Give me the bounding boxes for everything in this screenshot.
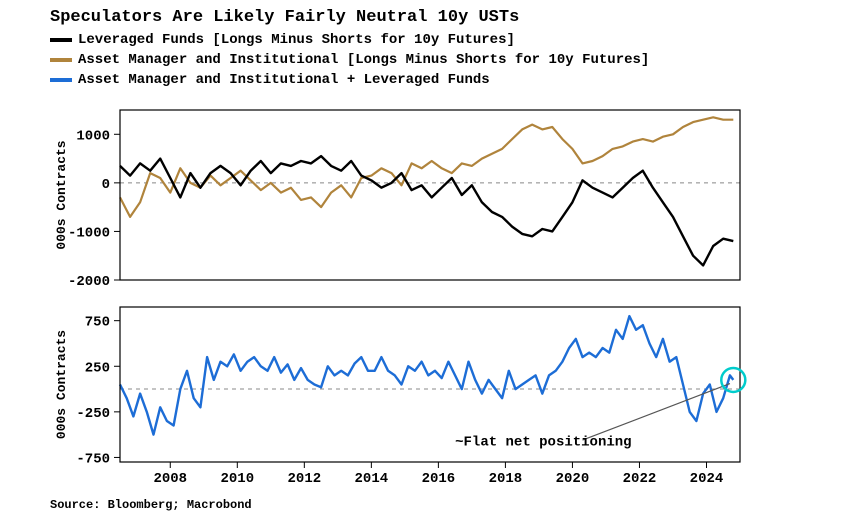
legend-label-0: Leveraged Funds [Longs Minus Shorts for … — [78, 30, 515, 50]
svg-text:2018: 2018 — [489, 471, 523, 487]
svg-text:-250: -250 — [76, 406, 110, 422]
legend-label-2: Asset Manager and Institutional + Levera… — [78, 70, 490, 90]
svg-text:~Flat net positioning: ~Flat net positioning — [455, 435, 631, 451]
svg-text:1000: 1000 — [76, 128, 110, 144]
legend-swatch-0 — [50, 38, 72, 42]
svg-text:2020: 2020 — [556, 471, 590, 487]
svg-text:000s Contracts: 000s Contracts — [54, 330, 69, 439]
svg-text:2010: 2010 — [220, 471, 254, 487]
bottom-panel: -750-250250750000s Contracts200820102012… — [120, 307, 740, 462]
svg-text:2014: 2014 — [355, 471, 389, 487]
legend-label-1: Asset Manager and Institutional [Longs M… — [78, 50, 649, 70]
legend-swatch-1 — [50, 58, 72, 62]
svg-text:250: 250 — [85, 360, 110, 376]
svg-text:2022: 2022 — [623, 471, 657, 487]
chart-container: { "title": "Speculators Are Likely Fairl… — [0, 0, 848, 520]
legend-row: Asset Manager and Institutional [Longs M… — [50, 50, 649, 70]
svg-text:2016: 2016 — [422, 471, 456, 487]
svg-text:2008: 2008 — [153, 471, 187, 487]
svg-text:000s Contracts: 000s Contracts — [54, 140, 69, 249]
svg-text:-750: -750 — [76, 451, 110, 467]
svg-text:0: 0 — [102, 177, 110, 193]
svg-text:-1000: -1000 — [68, 225, 110, 241]
legend-row: Leveraged Funds [Longs Minus Shorts for … — [50, 30, 649, 50]
source-text: Source: Bloomberg; Macrobond — [50, 498, 252, 512]
svg-text:750: 750 — [85, 315, 110, 331]
svg-text:-2000: -2000 — [68, 274, 110, 290]
top-panel: -2000-100001000000s Contracts — [120, 110, 740, 280]
svg-text:2024: 2024 — [690, 471, 724, 487]
chart-title: Speculators Are Likely Fairly Neutral 10… — [50, 8, 519, 27]
legend-swatch-2 — [50, 78, 72, 82]
legend: Leveraged Funds [Longs Minus Shorts for … — [50, 30, 649, 90]
legend-row: Asset Manager and Institutional + Levera… — [50, 70, 649, 90]
svg-text:2012: 2012 — [288, 471, 322, 487]
